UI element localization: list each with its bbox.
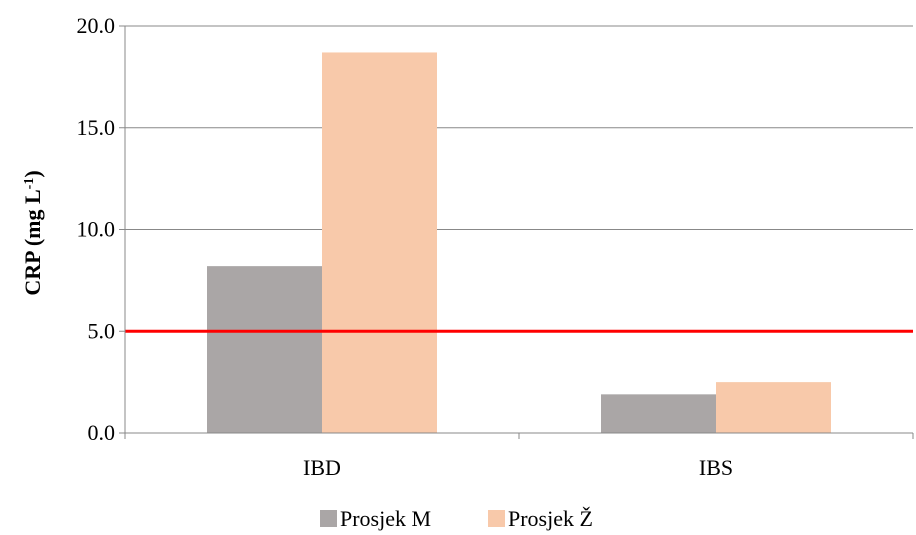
bar-ibd-prosjek-m: [207, 266, 322, 433]
x-category-label: IBD: [303, 455, 341, 480]
legend-swatch: [320, 510, 337, 527]
bar-ibs-prosjek-m: [601, 394, 716, 433]
legend-swatch: [488, 510, 505, 527]
legend-label: Prosjek Ž: [508, 506, 593, 531]
x-category-label: IBS: [699, 455, 733, 480]
x-category-labels: IBD IBS: [303, 455, 733, 480]
y-tick-label: 5.0: [88, 318, 116, 343]
bar-ibd-prosjek-z: [322, 52, 437, 433]
y-tick-label: 10.0: [77, 217, 116, 242]
y-tick-label: 15.0: [77, 115, 116, 140]
legend: Prosjek M Prosjek Ž: [320, 506, 593, 531]
y-tick-labels: 0.0 5.0 10.0 15.0 20.0: [77, 13, 116, 445]
y-tick-label: 20.0: [77, 13, 116, 38]
legend-label: Prosjek M: [340, 506, 431, 531]
bar-ibs-prosjek-z: [716, 382, 831, 433]
y-tick-label: 0.0: [88, 420, 116, 445]
axes: [119, 25, 914, 439]
y-axis-label: CRP (mg L-1): [20, 170, 45, 295]
bars: [207, 52, 831, 433]
